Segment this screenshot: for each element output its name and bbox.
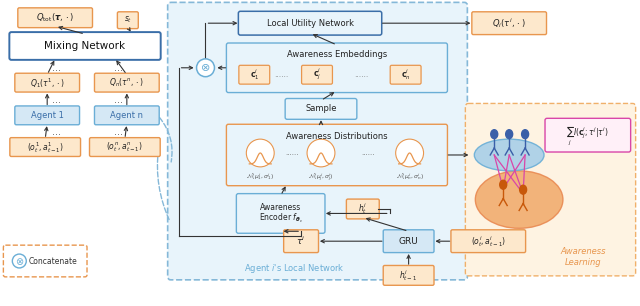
Text: Awareness Embeddings: Awareness Embeddings (287, 50, 387, 59)
FancyBboxPatch shape (3, 245, 87, 277)
Text: Awareness: Awareness (260, 203, 301, 212)
FancyBboxPatch shape (239, 65, 269, 84)
Ellipse shape (474, 139, 544, 171)
Text: $Q_{\rm tot}(\boldsymbol{\tau},\cdot)$: $Q_{\rm tot}(\boldsymbol{\tau},\cdot)$ (36, 12, 74, 24)
Text: Encoder $f_{\boldsymbol{\theta}_c}$: Encoder $f_{\boldsymbol{\theta}_c}$ (259, 212, 303, 225)
FancyBboxPatch shape (301, 65, 332, 84)
Text: Awareness: Awareness (561, 247, 606, 256)
Text: ......: ...... (274, 70, 288, 79)
Ellipse shape (506, 130, 513, 139)
Text: $\sum_j I(\mathbf{c}^i_j;\tau^j|\tau^i)$: $\sum_j I(\mathbf{c}^i_j;\tau^j|\tau^i)$ (566, 124, 609, 147)
Text: Learning: Learning (565, 258, 602, 267)
FancyBboxPatch shape (383, 266, 434, 285)
FancyBboxPatch shape (390, 65, 421, 84)
FancyBboxPatch shape (383, 230, 434, 252)
Circle shape (307, 139, 335, 167)
Text: $\otimes$: $\otimes$ (200, 62, 211, 73)
Text: ...: ... (115, 95, 124, 106)
FancyBboxPatch shape (227, 124, 447, 186)
FancyBboxPatch shape (227, 43, 447, 92)
Circle shape (196, 59, 214, 77)
FancyBboxPatch shape (238, 11, 381, 35)
Text: $\mathbf{c}^i_j$: $\mathbf{c}^i_j$ (313, 67, 321, 83)
Text: Agent $i$'s Local Network: Agent $i$'s Local Network (244, 263, 344, 275)
Text: $h^i_t$: $h^i_t$ (358, 202, 367, 216)
FancyBboxPatch shape (451, 230, 525, 252)
Text: $\tau^i$: $\tau^i$ (296, 235, 306, 247)
Ellipse shape (522, 130, 529, 139)
Text: $s_t$: $s_t$ (124, 15, 132, 25)
Text: ...: ... (115, 127, 124, 137)
FancyBboxPatch shape (465, 103, 636, 276)
FancyBboxPatch shape (95, 106, 159, 125)
FancyBboxPatch shape (285, 99, 357, 119)
FancyBboxPatch shape (95, 73, 159, 92)
FancyBboxPatch shape (472, 12, 547, 35)
Ellipse shape (500, 180, 507, 189)
FancyBboxPatch shape (10, 32, 161, 60)
Text: ......: ...... (354, 70, 368, 79)
Text: Sample: Sample (305, 104, 337, 114)
FancyBboxPatch shape (90, 138, 160, 156)
Text: Local Utility Network: Local Utility Network (266, 19, 353, 28)
FancyBboxPatch shape (168, 2, 467, 280)
Text: Agent 1: Agent 1 (31, 111, 63, 120)
Text: $(o^1_t, a^1_{t-1})$: $(o^1_t, a^1_{t-1})$ (27, 140, 63, 155)
Ellipse shape (476, 171, 563, 228)
Text: $\mathcal{N}(\mu^i_j, \sigma^i_j)$: $\mathcal{N}(\mu^i_j, \sigma^i_j)$ (308, 171, 334, 183)
Ellipse shape (491, 130, 498, 139)
Text: Awareness Distributions: Awareness Distributions (286, 132, 388, 141)
Circle shape (246, 139, 274, 167)
Text: $\mathbf{c}^i_1$: $\mathbf{c}^i_1$ (250, 67, 259, 82)
Text: Concatenate: Concatenate (29, 256, 77, 266)
Text: $h^i_{t-1}$: $h^i_{t-1}$ (399, 268, 418, 283)
Text: ...: ... (115, 63, 124, 73)
Circle shape (396, 139, 424, 167)
FancyBboxPatch shape (15, 73, 79, 92)
FancyBboxPatch shape (284, 230, 319, 252)
FancyBboxPatch shape (236, 194, 325, 233)
Text: $Q_i(\tau^i,\cdot)$: $Q_i(\tau^i,\cdot)$ (492, 16, 526, 30)
FancyBboxPatch shape (10, 138, 81, 156)
Text: Agent n: Agent n (110, 111, 143, 120)
FancyBboxPatch shape (117, 12, 138, 29)
Text: GRU: GRU (399, 237, 419, 246)
Text: Mixing Network: Mixing Network (44, 41, 125, 51)
Text: ......: ...... (285, 150, 299, 156)
FancyBboxPatch shape (346, 199, 380, 219)
Text: $\mathbf{c}^i_n$: $\mathbf{c}^i_n$ (401, 67, 410, 82)
FancyBboxPatch shape (18, 8, 93, 28)
Text: $Q_n(\tau^n,\cdot)$: $Q_n(\tau^n,\cdot)$ (109, 76, 144, 89)
FancyBboxPatch shape (545, 118, 630, 152)
FancyBboxPatch shape (15, 106, 79, 125)
Circle shape (12, 254, 26, 268)
Text: $\mathcal{N}(\mu^i_1, \sigma^i_1)$: $\mathcal{N}(\mu^i_1, \sigma^i_1)$ (246, 171, 275, 182)
Text: $\mathcal{N}(\mu^i_n, \sigma^i_n)$: $\mathcal{N}(\mu^i_n, \sigma^i_n)$ (396, 171, 424, 182)
Text: ...: ... (52, 95, 61, 106)
Text: $(o^n_t, a^n_{t-1})$: $(o^n_t, a^n_{t-1})$ (106, 140, 143, 154)
Text: ...: ... (52, 127, 61, 137)
Text: $(o^i_t, a^i_{t-1})$: $(o^i_t, a^i_{t-1})$ (470, 234, 506, 249)
Text: $Q_1(\tau^1,\cdot)$: $Q_1(\tau^1,\cdot)$ (29, 76, 65, 90)
Ellipse shape (520, 185, 527, 194)
Text: ......: ...... (361, 150, 374, 156)
Text: $\otimes$: $\otimes$ (15, 256, 24, 267)
Text: ...: ... (52, 63, 61, 73)
